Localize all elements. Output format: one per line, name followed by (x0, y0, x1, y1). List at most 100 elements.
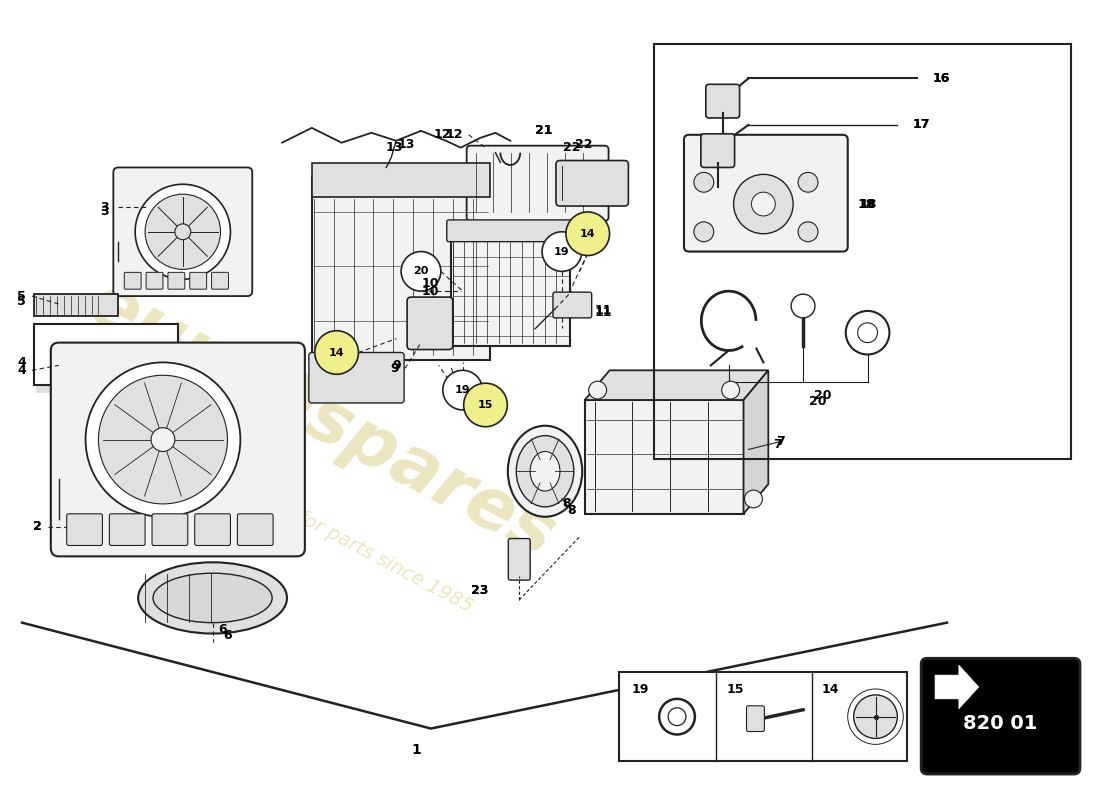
FancyBboxPatch shape (311, 178, 491, 361)
FancyBboxPatch shape (109, 514, 145, 546)
Circle shape (694, 172, 714, 192)
FancyBboxPatch shape (124, 272, 141, 289)
Text: 2: 2 (33, 520, 42, 533)
Ellipse shape (508, 426, 582, 517)
FancyBboxPatch shape (34, 294, 119, 316)
Circle shape (751, 192, 776, 216)
Text: 820 01: 820 01 (964, 714, 1037, 733)
Text: 15: 15 (477, 400, 493, 410)
Text: 9: 9 (393, 359, 402, 372)
Circle shape (315, 330, 359, 374)
FancyBboxPatch shape (921, 658, 1080, 774)
Text: 19: 19 (554, 246, 570, 257)
Text: 14: 14 (822, 683, 839, 697)
FancyBboxPatch shape (684, 134, 848, 251)
Text: 6: 6 (223, 629, 232, 642)
Circle shape (135, 184, 230, 279)
FancyBboxPatch shape (168, 272, 185, 289)
Text: 19: 19 (455, 385, 471, 395)
Text: 14: 14 (580, 229, 595, 238)
Text: 23: 23 (471, 583, 488, 597)
Circle shape (722, 381, 739, 399)
Text: 19: 19 (631, 683, 649, 697)
Text: 8: 8 (568, 504, 576, 518)
Text: 12: 12 (433, 128, 451, 142)
Circle shape (145, 194, 220, 270)
Text: 18: 18 (859, 198, 877, 210)
Text: 12: 12 (446, 128, 463, 142)
FancyBboxPatch shape (238, 514, 273, 546)
Text: 8: 8 (562, 498, 571, 510)
Text: 22: 22 (575, 138, 592, 151)
Circle shape (565, 212, 609, 255)
Circle shape (86, 362, 241, 517)
Text: 4: 4 (18, 364, 26, 377)
Text: 7: 7 (776, 435, 784, 448)
FancyBboxPatch shape (51, 342, 305, 556)
Text: 13: 13 (386, 141, 403, 154)
Text: a passion for parts since 1985: a passion for parts since 1985 (207, 461, 476, 616)
FancyBboxPatch shape (152, 514, 188, 546)
Circle shape (858, 323, 878, 342)
Circle shape (588, 381, 606, 399)
Text: 4: 4 (18, 356, 26, 369)
FancyBboxPatch shape (195, 514, 230, 546)
Polygon shape (935, 666, 979, 709)
Text: 6: 6 (218, 623, 227, 636)
Circle shape (151, 428, 175, 451)
Text: 11: 11 (595, 305, 613, 318)
Text: 21: 21 (535, 124, 552, 138)
FancyBboxPatch shape (211, 272, 229, 289)
Text: 16: 16 (932, 72, 949, 85)
Ellipse shape (139, 562, 287, 634)
Ellipse shape (516, 436, 574, 507)
Text: 10: 10 (421, 277, 439, 290)
Circle shape (791, 294, 815, 318)
Text: 3: 3 (100, 206, 109, 218)
Text: 7: 7 (773, 438, 782, 451)
Circle shape (799, 222, 818, 242)
FancyBboxPatch shape (113, 167, 252, 296)
Circle shape (98, 375, 228, 504)
Polygon shape (585, 400, 744, 514)
Text: 10: 10 (421, 285, 439, 298)
Circle shape (542, 232, 582, 271)
Text: 20: 20 (814, 389, 832, 402)
Circle shape (694, 222, 714, 242)
FancyBboxPatch shape (447, 220, 575, 242)
Circle shape (854, 695, 898, 738)
FancyBboxPatch shape (701, 134, 735, 167)
FancyBboxPatch shape (407, 297, 453, 350)
FancyBboxPatch shape (706, 84, 739, 118)
Circle shape (659, 699, 695, 734)
Text: 20: 20 (810, 395, 827, 409)
Circle shape (668, 708, 686, 726)
Circle shape (175, 224, 190, 240)
Text: 17: 17 (912, 118, 930, 131)
FancyBboxPatch shape (747, 706, 764, 731)
Polygon shape (744, 370, 768, 514)
FancyBboxPatch shape (311, 162, 491, 197)
Text: 18: 18 (858, 198, 874, 210)
Text: 11: 11 (595, 306, 613, 319)
FancyBboxPatch shape (451, 237, 570, 346)
Text: 15: 15 (727, 683, 745, 697)
Circle shape (402, 251, 441, 291)
Text: 2: 2 (33, 520, 42, 533)
Text: 17: 17 (912, 118, 930, 131)
FancyBboxPatch shape (553, 292, 592, 318)
Text: 16: 16 (932, 72, 949, 85)
Text: 1: 1 (411, 743, 421, 758)
Text: 9: 9 (390, 362, 399, 375)
Text: 5: 5 (18, 294, 26, 307)
Text: 5: 5 (18, 290, 26, 302)
Circle shape (443, 370, 483, 410)
Text: 22: 22 (563, 141, 581, 154)
FancyBboxPatch shape (508, 538, 530, 580)
Text: 20: 20 (414, 266, 429, 276)
Polygon shape (585, 370, 768, 400)
Text: euroØspares: euroØspares (77, 267, 566, 572)
Circle shape (464, 383, 507, 426)
Circle shape (799, 172, 818, 192)
Text: 21: 21 (535, 124, 552, 138)
